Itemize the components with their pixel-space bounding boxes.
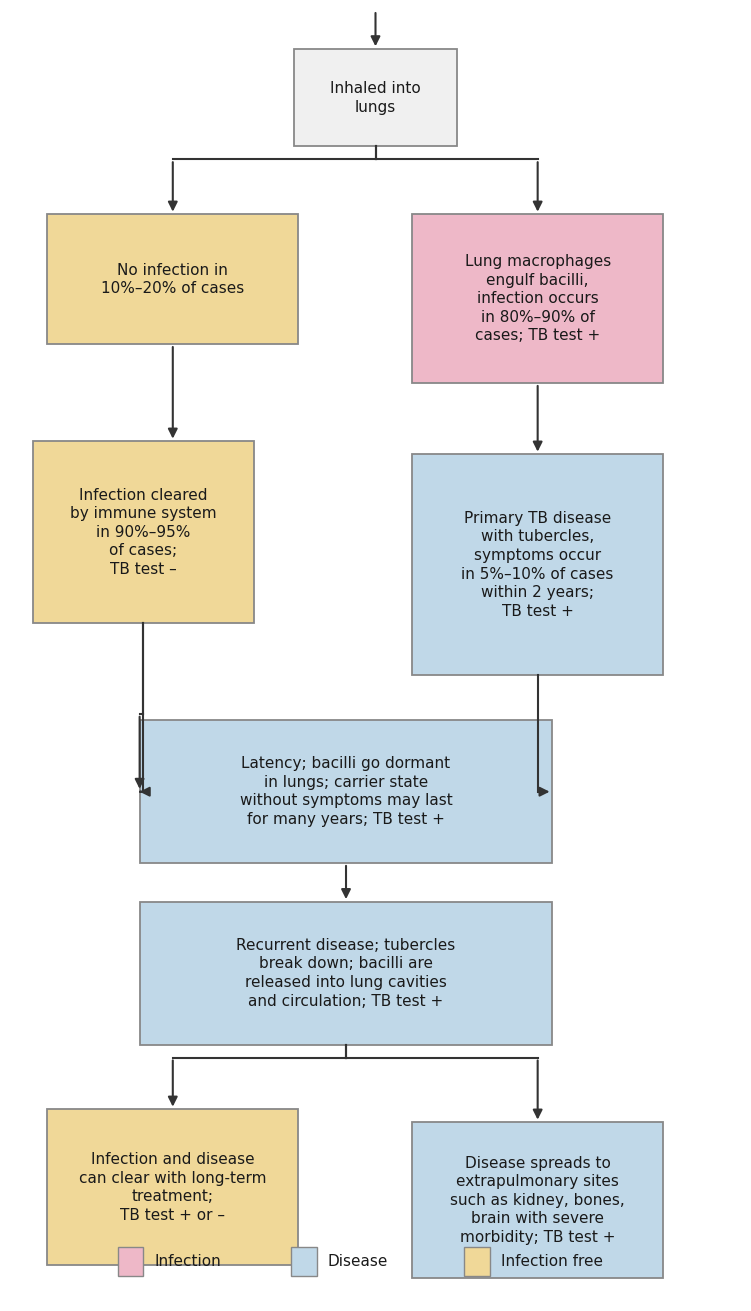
FancyBboxPatch shape — [412, 455, 663, 675]
Text: Recurrent disease; tubercles
break down; bacilli are
released into lung cavities: Recurrent disease; tubercles break down;… — [237, 937, 456, 1008]
FancyBboxPatch shape — [294, 49, 457, 147]
Text: Infection and disease
can clear with long-term
treatment;
TB test + or –: Infection and disease can clear with lon… — [79, 1152, 267, 1223]
Text: Infection cleared
by immune system
in 90%–95%
of cases;
TB test –: Infection cleared by immune system in 90… — [70, 488, 216, 577]
Text: Latency; bacilli go dormant
in lungs; carrier state
without symptoms may last
fo: Latency; bacilli go dormant in lungs; ca… — [240, 756, 452, 827]
Text: No infection in
10%–20% of cases: No infection in 10%–20% of cases — [101, 262, 244, 296]
FancyBboxPatch shape — [412, 215, 663, 383]
FancyBboxPatch shape — [33, 442, 254, 623]
FancyBboxPatch shape — [464, 1247, 490, 1276]
Text: Disease: Disease — [327, 1253, 388, 1269]
FancyBboxPatch shape — [412, 1122, 663, 1278]
Text: Inhaled into
lungs: Inhaled into lungs — [330, 81, 421, 114]
Text: Primary TB disease
with tubercles,
symptoms occur
in 5%–10% of cases
within 2 ye: Primary TB disease with tubercles, sympt… — [461, 511, 614, 619]
Text: Infection: Infection — [155, 1253, 221, 1269]
FancyBboxPatch shape — [140, 720, 553, 863]
Text: Lung macrophages
engulf bacilli,
infection occurs
in 80%–90% of
cases; TB test +: Lung macrophages engulf bacilli, infecti… — [465, 254, 611, 343]
FancyBboxPatch shape — [47, 215, 298, 345]
FancyBboxPatch shape — [140, 902, 553, 1045]
FancyBboxPatch shape — [47, 1109, 298, 1265]
FancyBboxPatch shape — [291, 1247, 316, 1276]
Text: Infection free: Infection free — [501, 1253, 603, 1269]
FancyBboxPatch shape — [117, 1247, 143, 1276]
Text: Disease spreads to
extrapulmonary sites
such as kidney, bones,
brain with severe: Disease spreads to extrapulmonary sites … — [451, 1155, 625, 1245]
